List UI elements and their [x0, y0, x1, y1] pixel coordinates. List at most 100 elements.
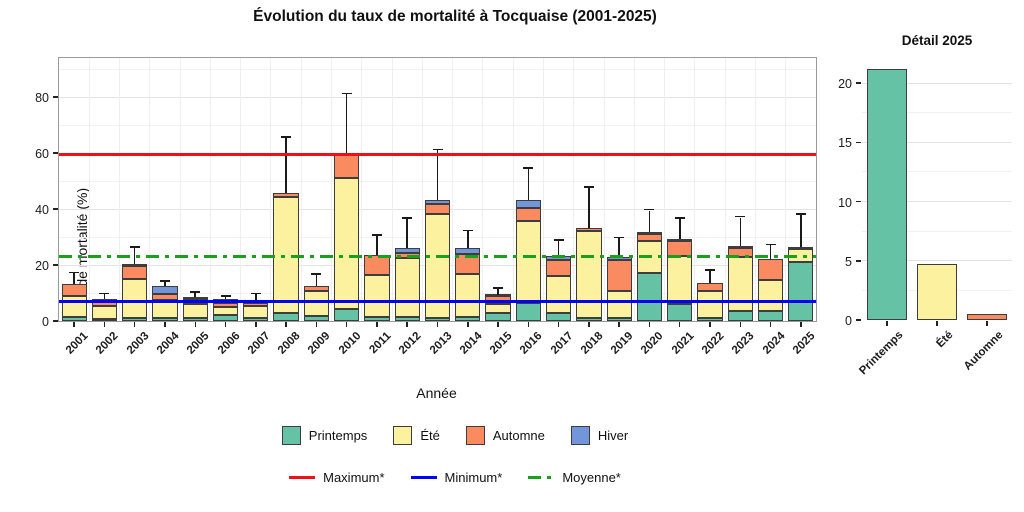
- bar-segment-2012-été[interactable]: [394, 258, 420, 318]
- bar-segment-2015-automne[interactable]: [485, 296, 511, 304]
- bar-segment-2007-automne[interactable]: [243, 303, 269, 306]
- legend-item-moyenne: Moyenne*: [528, 470, 621, 485]
- bar-segment-2014-automne[interactable]: [455, 254, 481, 274]
- bar-segment-2011-printemps[interactable]: [364, 317, 390, 321]
- bar-segment-2015-été[interactable]: [485, 303, 511, 313]
- bar-segment-2012-printemps[interactable]: [394, 317, 420, 321]
- bar-segment-2013-hiver[interactable]: [424, 200, 451, 205]
- bar-segment-2002-printemps[interactable]: [91, 318, 118, 321]
- detail-bar-printemps[interactable]: [867, 68, 907, 320]
- x-tick-label-2006: 2006: [215, 330, 243, 357]
- bar-segment-2008-automne[interactable]: [273, 193, 299, 197]
- gridline-vertical: [179, 58, 181, 321]
- bar-segment-2021-hiver[interactable]: [667, 238, 693, 241]
- bar-segment-2012-hiver[interactable]: [394, 247, 420, 254]
- bar-segment-2001-été[interactable]: [61, 295, 87, 317]
- x-tick-label-2014: 2014: [457, 330, 485, 357]
- bar-segment-2024-printemps[interactable]: [757, 310, 784, 321]
- bar-segment-2018-printemps[interactable]: [576, 318, 602, 321]
- bar-segment-2021-printemps[interactable]: [667, 303, 693, 321]
- bar-segment-2009-printemps[interactable]: [303, 315, 329, 321]
- bar-segment-2025-printemps[interactable]: [788, 261, 814, 321]
- bar-segment-2016-printemps[interactable]: [515, 303, 541, 321]
- bar-segment-2004-hiver[interactable]: [152, 286, 178, 294]
- detail-bar-été[interactable]: [917, 264, 957, 320]
- bar-segment-2005-hiver[interactable]: [182, 296, 208, 299]
- bar-segment-2004-été[interactable]: [152, 300, 178, 319]
- x-tick-label-2001: 2001: [64, 330, 91, 357]
- bar-segment-2016-été[interactable]: [515, 221, 541, 304]
- detail-gridline-minor: [862, 171, 1012, 173]
- bar-segment-2011-automne[interactable]: [364, 254, 390, 276]
- bar-segment-2014-hiver[interactable]: [455, 248, 481, 255]
- detail-bar-automne[interactable]: [967, 314, 1007, 320]
- bar-segment-2001-automne[interactable]: [61, 283, 87, 296]
- bar-segment-2006-automne[interactable]: [212, 303, 239, 308]
- bar-segment-2019-automne[interactable]: [606, 260, 632, 292]
- x-tick-label-2020: 2020: [639, 330, 666, 357]
- bar-segment-2025-été[interactable]: [788, 248, 814, 262]
- bar-segment-2015-printemps[interactable]: [485, 312, 511, 321]
- bar-segment-2001-printemps[interactable]: [61, 316, 87, 321]
- bar-segment-2014-été[interactable]: [455, 274, 481, 318]
- bar-segment-2007-printemps[interactable]: [243, 318, 269, 321]
- bar-segment-2004-automne[interactable]: [152, 293, 178, 301]
- bar-segment-2004-printemps[interactable]: [152, 318, 178, 321]
- bar-segment-2009-été[interactable]: [303, 291, 329, 316]
- bar-segment-2022-automne[interactable]: [697, 283, 723, 292]
- bar-segment-2022-été[interactable]: [697, 291, 723, 319]
- bar-segment-2009-automne[interactable]: [303, 286, 329, 292]
- gridline-vertical: [270, 58, 272, 321]
- bar-segment-2005-printemps[interactable]: [182, 318, 208, 321]
- bar-segment-2013-automne[interactable]: [424, 204, 451, 215]
- bar-segment-2020-printemps[interactable]: [636, 273, 663, 321]
- bar-segment-2010-automne[interactable]: [334, 154, 360, 179]
- error-bar-2008: [285, 137, 287, 194]
- legend-line-sample: [528, 476, 555, 479]
- bar-segment-2018-été[interactable]: [576, 231, 602, 319]
- bar-segment-2017-automne[interactable]: [545, 260, 572, 276]
- bar-segment-2019-printemps[interactable]: [606, 318, 632, 321]
- bar-segment-2023-printemps[interactable]: [727, 310, 753, 321]
- error-bar-cap-2004: [159, 280, 170, 282]
- gridline-vertical: [331, 58, 333, 321]
- x-tick-mark: [467, 322, 469, 327]
- bar-segment-2011-été[interactable]: [364, 275, 390, 318]
- bar-segment-2024-automne[interactable]: [757, 259, 784, 281]
- bar-segment-2007-été[interactable]: [243, 305, 269, 319]
- bar-segment-2003-été[interactable]: [122, 279, 148, 318]
- bar-segment-2021-automne[interactable]: [667, 241, 693, 257]
- bar-segment-2013-printemps[interactable]: [424, 318, 451, 321]
- bar-segment-2003-printemps[interactable]: [122, 317, 148, 321]
- bar-segment-2020-hiver[interactable]: [636, 232, 663, 234]
- bar-segment-2006-été[interactable]: [212, 307, 239, 315]
- bar-segment-2002-été[interactable]: [91, 305, 118, 319]
- bar-segment-2022-printemps[interactable]: [697, 318, 723, 321]
- detail-y-tick-label: 10: [838, 195, 852, 210]
- bar-segment-2023-hiver[interactable]: [727, 245, 753, 248]
- bar-segment-2017-été[interactable]: [545, 275, 572, 313]
- error-bar-cap-2016: [523, 166, 534, 169]
- bar-segment-2016-hiver[interactable]: [515, 200, 541, 208]
- bar-segment-2008-printemps[interactable]: [273, 312, 299, 321]
- bar-segment-2021-été[interactable]: [667, 256, 693, 304]
- detail-plot-area: 0 5 10 15 20 Printemps Été Automne: [838, 57, 1012, 377]
- bar-segment-2016-automne[interactable]: [515, 207, 541, 222]
- error-bar-cap-2014: [462, 229, 473, 232]
- bar-segment-2019-été[interactable]: [606, 291, 632, 319]
- bar-segment-2010-printemps[interactable]: [334, 308, 360, 321]
- bar-segment-2017-printemps[interactable]: [545, 312, 572, 321]
- legend-item-maximum: Maximum*: [289, 470, 385, 485]
- bar-segment-2024-été[interactable]: [757, 280, 784, 311]
- bar-segment-2008-été[interactable]: [273, 196, 299, 313]
- error-bar-2004: [164, 281, 166, 287]
- bar-segment-2010-été[interactable]: [334, 178, 360, 309]
- bar-segment-2014-printemps[interactable]: [455, 317, 481, 321]
- bar-segment-2003-automne[interactable]: [122, 265, 148, 280]
- bar-segment-2006-printemps[interactable]: [212, 314, 239, 321]
- bar-segment-2005-été[interactable]: [182, 304, 208, 319]
- x-tick-mark: [345, 322, 348, 327]
- bar-segment-2023-été[interactable]: [727, 256, 753, 311]
- bar-segment-2018-automne[interactable]: [576, 228, 602, 232]
- bar-segment-2020-automne[interactable]: [636, 234, 663, 241]
